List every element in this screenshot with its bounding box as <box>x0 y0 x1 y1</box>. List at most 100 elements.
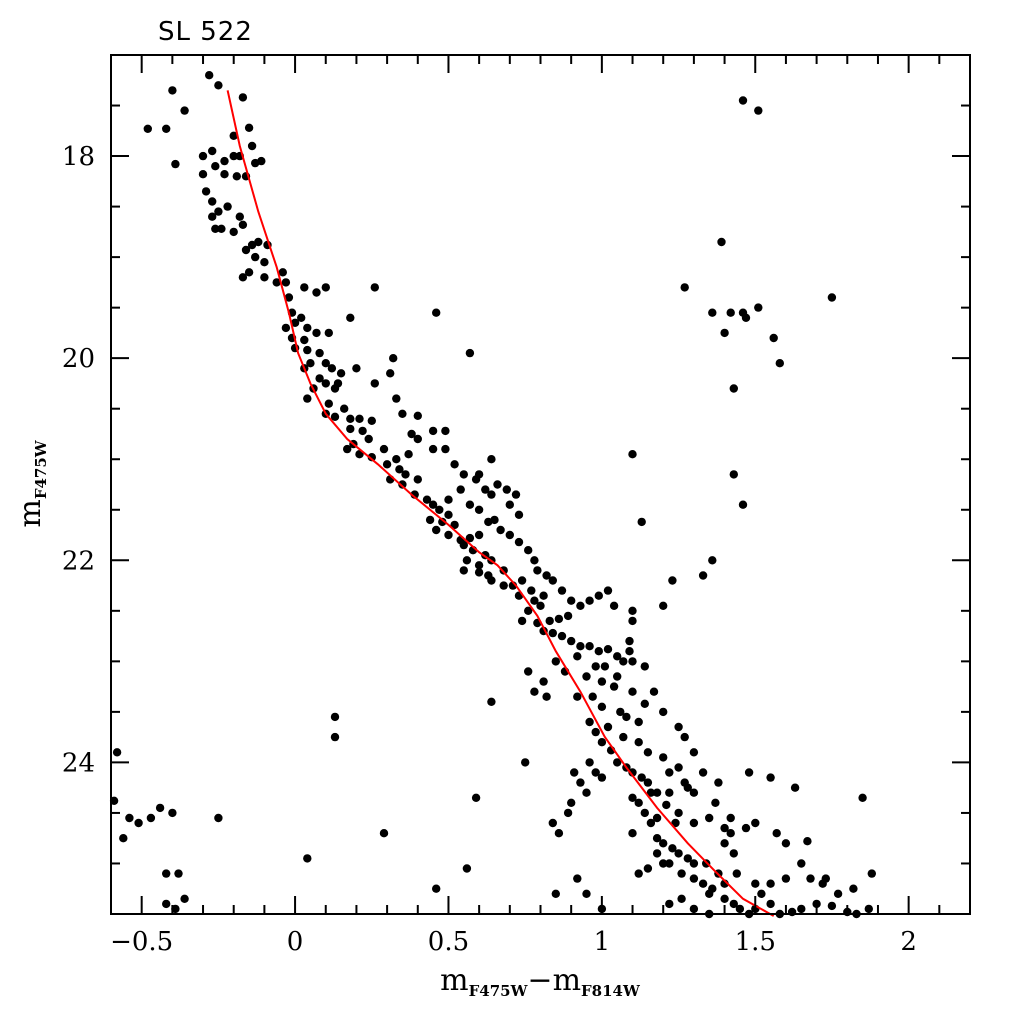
x-tick-label: 0 <box>287 927 304 957</box>
data-point <box>766 773 775 782</box>
data-point <box>674 849 683 858</box>
data-point <box>462 864 472 873</box>
data-point <box>582 672 591 681</box>
data-point <box>652 849 662 858</box>
data-point <box>563 808 573 818</box>
data-point <box>812 899 821 909</box>
data-point <box>214 813 223 823</box>
data-point <box>180 106 189 115</box>
data-point <box>162 869 171 878</box>
data-point <box>315 348 324 358</box>
data-point <box>251 158 260 168</box>
data-point <box>413 434 422 444</box>
data-point <box>198 170 208 179</box>
data-point <box>573 652 582 661</box>
data-point <box>622 712 631 722</box>
data-point <box>413 475 422 484</box>
data-point <box>474 470 484 479</box>
data-point <box>220 156 229 166</box>
data-point <box>327 364 337 373</box>
data-point <box>171 159 180 169</box>
data-point <box>465 348 475 358</box>
data-point <box>582 889 591 898</box>
data-point <box>272 278 281 287</box>
data-point <box>539 591 548 600</box>
data-point <box>155 803 165 813</box>
data-point <box>858 793 867 802</box>
data-point <box>355 414 364 423</box>
data-point <box>643 778 653 787</box>
data-point <box>628 793 637 802</box>
data-point <box>536 601 545 610</box>
data-point <box>665 859 674 868</box>
data-point <box>441 426 450 436</box>
data-point <box>493 480 502 489</box>
data-point <box>548 818 557 828</box>
data-point <box>729 899 738 909</box>
data-point <box>432 308 441 317</box>
data-point <box>459 566 468 575</box>
data-point <box>336 369 346 378</box>
data-point <box>496 525 505 535</box>
data-point <box>674 722 683 732</box>
data-point <box>474 530 484 540</box>
data-point <box>677 894 686 903</box>
data-point <box>300 283 309 292</box>
data-point <box>659 601 668 610</box>
data-point <box>797 859 806 868</box>
data-point <box>680 732 689 742</box>
data-point <box>585 596 594 605</box>
data-point <box>754 303 763 312</box>
data-point <box>576 642 585 651</box>
data-point <box>484 517 493 527</box>
data-point <box>551 657 560 666</box>
data-point <box>321 359 330 368</box>
data-point <box>744 768 754 777</box>
data-point <box>392 394 401 403</box>
data-point <box>208 212 217 221</box>
data-point <box>542 571 551 580</box>
data-point <box>398 409 407 418</box>
data-point <box>450 520 459 530</box>
data-point <box>198 151 208 161</box>
data-point <box>867 869 876 878</box>
data-point <box>530 687 539 696</box>
data-point <box>432 884 441 893</box>
data-point <box>649 687 659 696</box>
data-point <box>284 293 294 302</box>
data-point <box>769 333 778 343</box>
data-point <box>659 753 668 762</box>
isochrone-line <box>226 90 775 917</box>
data-point <box>720 839 729 848</box>
data-point <box>738 96 748 105</box>
y-tick-labels: 18 20 22 24 <box>62 142 95 778</box>
data-point <box>444 510 453 519</box>
data-point <box>220 170 229 179</box>
data-point <box>474 505 484 514</box>
data-point <box>864 904 873 914</box>
data-point <box>533 566 542 575</box>
data-point <box>628 450 637 459</box>
data-point <box>726 813 735 823</box>
data-point <box>315 374 324 383</box>
data-point <box>511 490 521 499</box>
isochrone-layer <box>226 90 775 917</box>
data-point <box>214 207 223 216</box>
data-point <box>680 778 689 787</box>
data-point <box>557 586 567 595</box>
data-point <box>698 879 708 888</box>
data-point <box>379 829 389 838</box>
data-point <box>346 313 355 322</box>
data-point <box>619 657 628 666</box>
data-point <box>634 798 643 807</box>
x-tick-labels: −0.5 0 0.5 1 1.5 2 <box>110 927 917 957</box>
data-point <box>413 411 422 420</box>
data-point <box>260 258 269 267</box>
data-point <box>441 444 450 454</box>
data-point <box>517 576 527 585</box>
data-point <box>340 404 349 413</box>
data-point <box>729 384 738 393</box>
data-point <box>303 345 312 355</box>
data-point <box>705 813 714 823</box>
data-point <box>392 455 401 464</box>
